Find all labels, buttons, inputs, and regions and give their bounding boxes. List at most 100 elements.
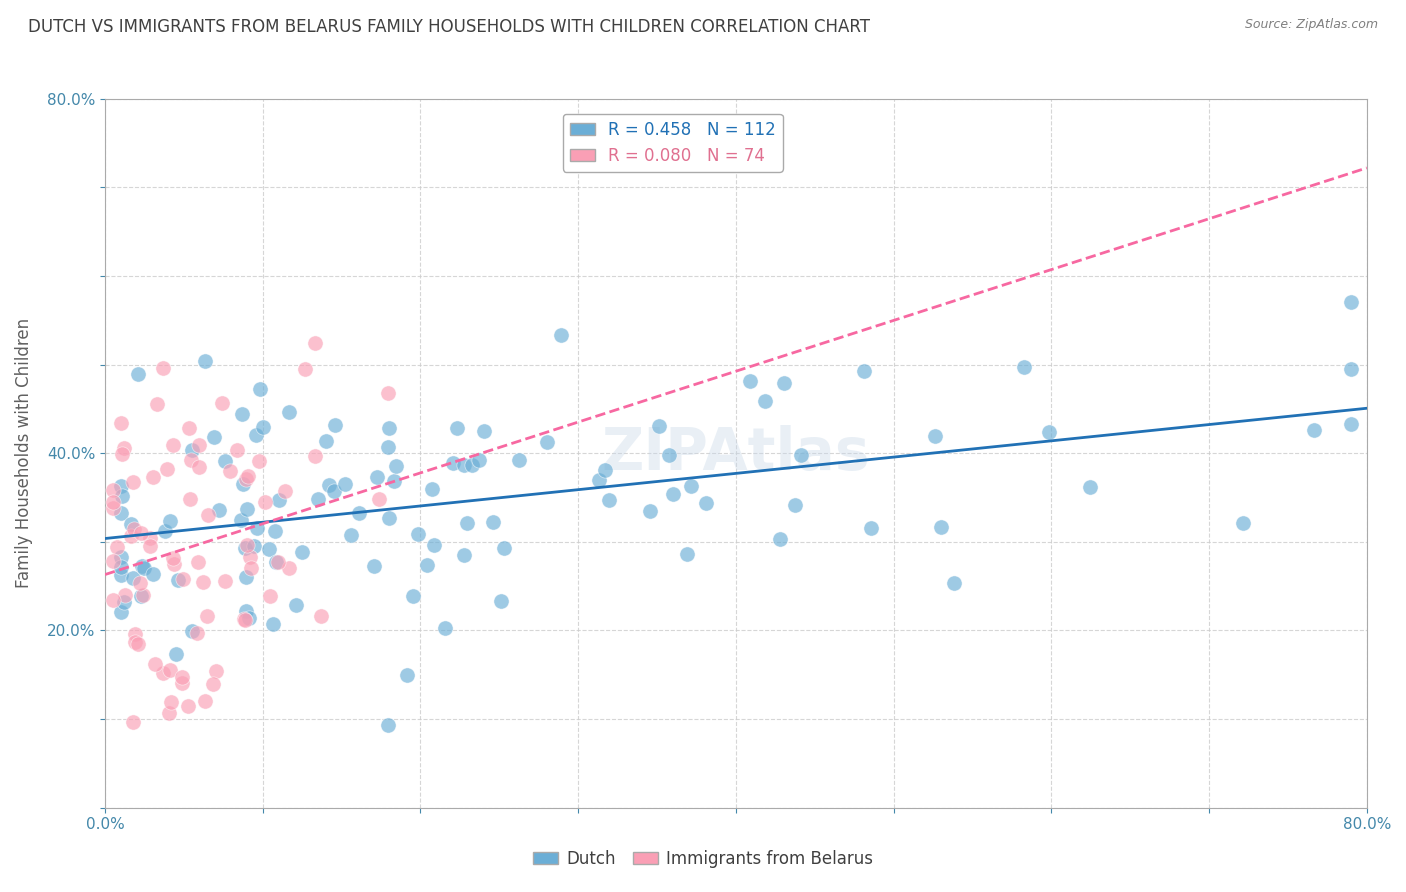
Text: DUTCH VS IMMIGRANTS FROM BELARUS FAMILY HOUSEHOLDS WITH CHILDREN CORRELATION CHA: DUTCH VS IMMIGRANTS FROM BELARUS FAMILY … <box>28 18 870 36</box>
Dutch <box>508 453 530 467</box>
Dutch <box>202 430 225 444</box>
Dutch <box>264 524 287 538</box>
Dutch <box>229 513 252 527</box>
Immigrants from Belarus <box>214 574 236 589</box>
Immigrants from Belarus <box>247 454 270 468</box>
Dutch <box>363 558 385 573</box>
Dutch <box>278 404 301 418</box>
Dutch <box>395 667 418 681</box>
Dutch <box>434 622 457 636</box>
Dutch <box>860 521 883 535</box>
Dutch <box>453 549 475 563</box>
Dutch <box>110 506 132 520</box>
Dutch <box>235 541 257 555</box>
Legend: Dutch, Immigrants from Belarus: Dutch, Immigrants from Belarus <box>526 844 880 875</box>
Immigrants from Belarus <box>179 491 201 506</box>
Immigrants from Belarus <box>233 612 256 626</box>
Immigrants from Belarus <box>129 575 152 590</box>
Dutch <box>489 594 512 608</box>
Immigrants from Belarus <box>211 396 233 410</box>
Immigrants from Belarus <box>159 695 181 709</box>
Dutch <box>165 648 187 662</box>
Dutch <box>772 376 794 391</box>
Dutch <box>789 448 811 462</box>
Immigrants from Belarus <box>114 588 136 602</box>
Dutch <box>420 483 443 497</box>
Dutch <box>111 489 134 503</box>
Immigrants from Belarus <box>172 670 194 684</box>
Dutch <box>264 555 287 569</box>
Dutch <box>181 443 204 458</box>
Dutch <box>468 453 491 467</box>
Immigrants from Belarus <box>139 539 162 553</box>
Immigrants from Belarus <box>101 483 124 497</box>
Immigrants from Belarus <box>129 526 152 541</box>
Immigrants from Belarus <box>304 336 326 351</box>
Immigrants from Belarus <box>239 561 262 575</box>
Dutch <box>738 374 761 388</box>
Dutch <box>441 456 464 470</box>
Dutch <box>378 511 401 525</box>
Dutch <box>243 539 266 553</box>
Dutch <box>131 558 153 573</box>
Dutch <box>453 458 475 472</box>
Dutch <box>110 549 132 564</box>
Dutch <box>1340 295 1362 310</box>
Dutch <box>340 528 363 542</box>
Immigrants from Belarus <box>122 714 145 729</box>
Immigrants from Belarus <box>176 699 198 714</box>
Dutch <box>323 484 346 499</box>
Immigrants from Belarus <box>152 360 174 375</box>
Dutch <box>245 428 267 442</box>
Dutch <box>461 458 484 472</box>
Dutch <box>1038 425 1060 439</box>
Immigrants from Belarus <box>101 495 124 509</box>
Dutch <box>422 538 444 552</box>
Dutch <box>446 420 468 434</box>
Immigrants from Belarus <box>188 437 211 451</box>
Legend: R = 0.458   N = 112, R = 0.080   N = 74: R = 0.458 N = 112, R = 0.080 N = 74 <box>562 114 783 171</box>
Immigrants from Belarus <box>157 706 180 720</box>
Text: ZIPAtlas: ZIPAtlas <box>602 425 870 482</box>
Immigrants from Belarus <box>201 677 224 691</box>
Immigrants from Belarus <box>278 560 301 574</box>
Dutch <box>1303 423 1326 437</box>
Dutch <box>658 448 681 462</box>
Dutch <box>943 576 966 591</box>
Dutch <box>648 418 671 433</box>
Immigrants from Belarus <box>101 554 124 568</box>
Immigrants from Belarus <box>120 529 142 543</box>
Immigrants from Belarus <box>236 469 259 483</box>
Immigrants from Belarus <box>141 470 163 484</box>
Immigrants from Belarus <box>132 588 155 602</box>
Dutch <box>208 503 231 517</box>
Dutch <box>402 589 425 603</box>
Dutch <box>482 515 505 529</box>
Immigrants from Belarus <box>172 572 194 586</box>
Dutch <box>214 454 236 468</box>
Immigrants from Belarus <box>205 664 228 678</box>
Dutch <box>110 560 132 574</box>
Immigrants from Belarus <box>254 495 277 509</box>
Immigrants from Belarus <box>162 550 184 565</box>
Immigrants from Belarus <box>236 538 259 552</box>
Immigrants from Belarus <box>122 522 145 536</box>
Dutch <box>167 573 190 587</box>
Dutch <box>598 492 620 507</box>
Dutch <box>318 478 340 492</box>
Dutch <box>335 477 357 491</box>
Dutch <box>323 418 346 433</box>
Dutch <box>675 548 697 562</box>
Immigrants from Belarus <box>188 460 211 475</box>
Immigrants from Belarus <box>309 608 332 623</box>
Dutch <box>852 364 875 378</box>
Dutch <box>231 407 253 421</box>
Dutch <box>110 605 132 619</box>
Immigrants from Belarus <box>110 416 132 430</box>
Dutch <box>307 491 329 506</box>
Dutch <box>924 429 946 443</box>
Dutch <box>754 394 776 409</box>
Dutch <box>662 487 685 501</box>
Dutch <box>347 507 370 521</box>
Immigrants from Belarus <box>111 446 134 460</box>
